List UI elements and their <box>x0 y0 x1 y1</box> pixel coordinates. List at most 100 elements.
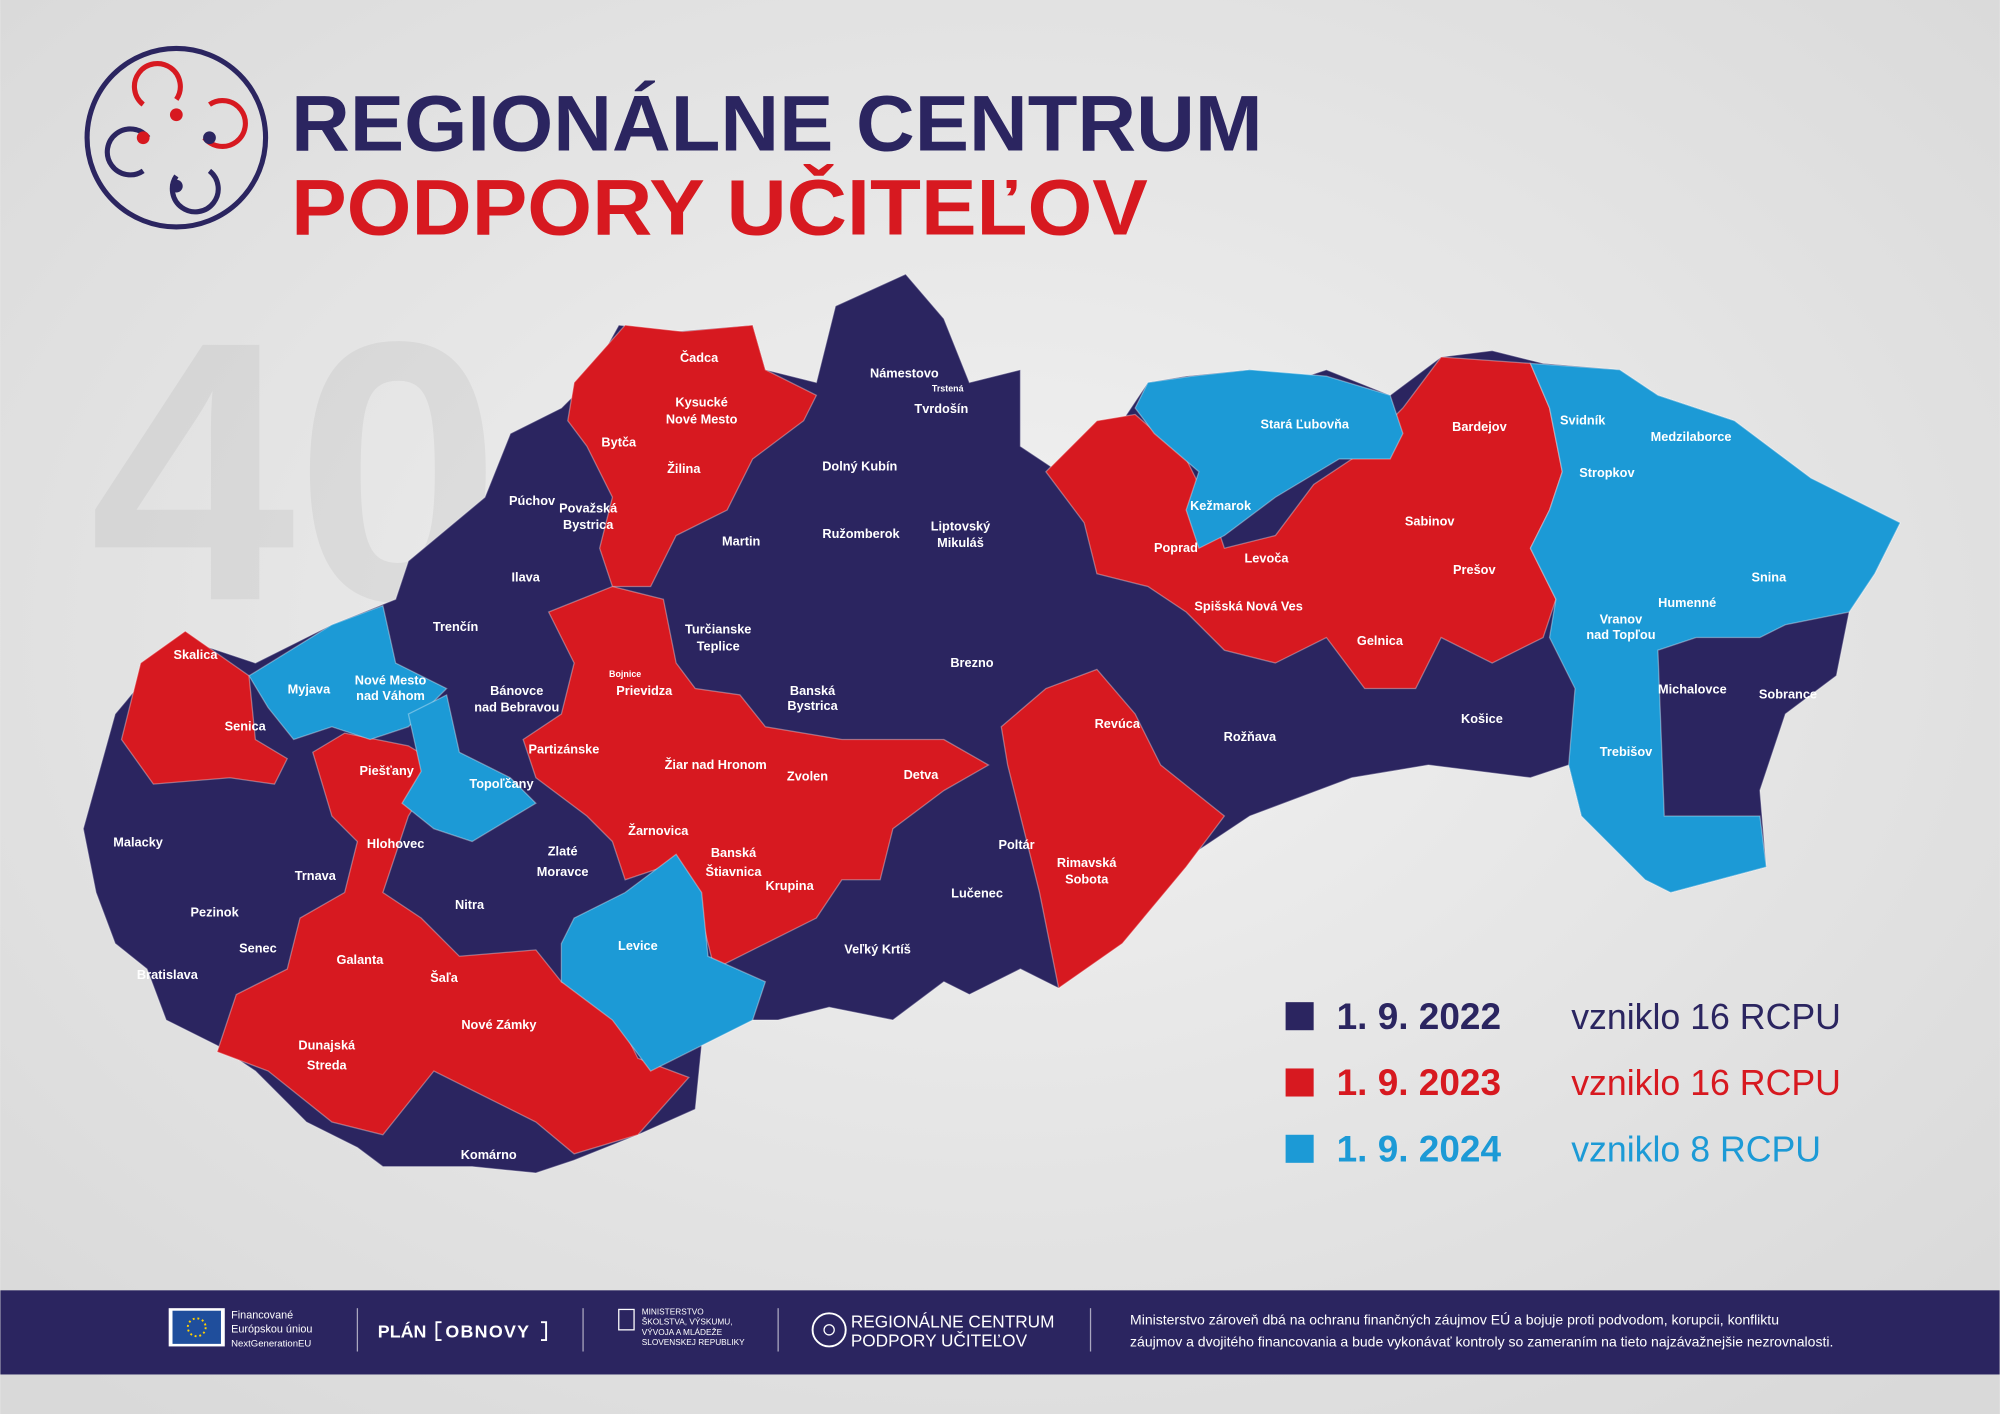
legend-text: vzniklo 8 RCPU <box>1571 1130 1821 1170</box>
district-label: Detva <box>904 767 940 782</box>
district-label: Liptovský <box>931 518 991 533</box>
district-label: Partizánske <box>529 742 600 757</box>
region-2024 <box>401 693 537 843</box>
legend-swatch <box>1285 1134 1314 1163</box>
district-label: Banská <box>790 683 836 698</box>
eu-text: Financované <box>231 1309 293 1321</box>
district-label: Trebišov <box>1600 744 1653 759</box>
district-label: Teplice <box>697 638 740 653</box>
district-label: Zvolen <box>787 768 828 783</box>
district-label: Levice <box>618 938 658 953</box>
district-label: Dolný Kubín <box>822 458 897 473</box>
district-label: Bratislava <box>137 967 199 982</box>
district-label: Pezinok <box>190 905 239 920</box>
district-label: Krupina <box>766 878 815 893</box>
district-label: Štiavnica <box>706 864 763 879</box>
region-2023 <box>120 630 289 785</box>
district-label: Levoča <box>1245 550 1290 565</box>
region-2024 <box>1529 362 1902 894</box>
rcpu-text: REGIONÁLNE CENTRUM <box>851 1311 1055 1331</box>
header-logo <box>84 45 269 230</box>
district-label: Ružomberok <box>822 526 900 541</box>
region-2023 <box>567 324 818 588</box>
district-label: Brezno <box>950 655 993 670</box>
district-label: Kysucké <box>675 395 727 410</box>
region-2023 <box>1000 668 1226 990</box>
district-label: Hlohovec <box>367 836 424 851</box>
district-label: Žiar nad Hronom <box>665 757 767 772</box>
district-label: Vranov <box>1600 611 1643 626</box>
legend-date: 1. 9. 2022 <box>1337 996 1501 1037</box>
district-label: Lučenec <box>951 886 1003 901</box>
plan-brackets <box>435 1321 548 1342</box>
district-label: Nové Zámky <box>461 1017 537 1032</box>
district-label: Námestovo <box>870 365 939 380</box>
district-label: Košice <box>1461 711 1503 726</box>
district-label: Poltár <box>999 837 1035 852</box>
district-label: Mikuláš <box>937 535 984 550</box>
region-2024 <box>560 853 767 1072</box>
ministry-text: ŠKOLSTVA, VÝSKUMU, <box>642 1317 733 1327</box>
district-label: Banská <box>711 845 757 860</box>
district-label: Myjava <box>288 682 331 697</box>
legend-swatch <box>1285 1002 1314 1031</box>
district-label: Medzilaborce <box>1651 429 1732 444</box>
eu-text: Európskou úniou <box>231 1323 312 1335</box>
district-label: Sobota <box>1065 872 1109 887</box>
district-label: Svidník <box>1560 413 1606 428</box>
district-label: Bojnice <box>609 669 641 679</box>
district-label: Senica <box>225 719 267 734</box>
district-label: Snina <box>1751 569 1787 584</box>
district-label: Nové Mesto <box>355 673 427 688</box>
region-2023 <box>216 732 690 1155</box>
ministry-text: VÝVOJA A MLÁDEŽE <box>642 1327 723 1337</box>
disclaimer: záujmov a dvojitého financovania a bude … <box>1130 1333 1833 1349</box>
district-label: Tvrdošín <box>914 401 968 416</box>
district-label: Považská <box>559 501 618 516</box>
district-label: nad Topľou <box>1586 627 1655 642</box>
legend-date: 1. 9. 2024 <box>1337 1129 1502 1170</box>
district-label: Stropkov <box>1579 465 1635 480</box>
district-label: Komárno <box>461 1147 517 1162</box>
district-label: Skalica <box>173 647 218 662</box>
legend-swatch <box>1285 1068 1314 1097</box>
district-label: Gelnica <box>1357 633 1404 648</box>
footer-logo-inner <box>823 1324 835 1336</box>
district-label: Piešťany <box>360 763 415 778</box>
district-label: Púchov <box>509 493 556 508</box>
district-label: Rožňava <box>1224 729 1277 744</box>
district-label: Ilava <box>512 569 541 584</box>
map <box>82 273 1902 1174</box>
district-label: Sabinov <box>1405 513 1456 528</box>
district-label: Trstená <box>932 383 964 393</box>
district-label: Šaľa <box>430 970 459 985</box>
district-label: Michalovce <box>1658 682 1727 697</box>
district-label: Trenčín <box>433 619 478 634</box>
district-label: Galanta <box>337 952 385 967</box>
region-2024 <box>248 604 448 741</box>
district-label: Stará Ľubovňa <box>1260 416 1349 431</box>
district-label: Poprad <box>1154 540 1198 555</box>
district-label: Kežmarok <box>1190 498 1252 513</box>
district-label: Spišská Nová Ves <box>1194 599 1302 614</box>
footer <box>356 1308 1092 1352</box>
district-label: Nitra <box>455 897 485 912</box>
legend: 1. 9. 2022 vzniklo 16 RCPU 1. 9. 2023 vznik… <box>1285 996 1841 1170</box>
district-label: Prešov <box>1453 562 1496 577</box>
legend-text: vzniklo 16 RCPU <box>1571 997 1841 1037</box>
title-line-1: REGIONÁLNE CENTRUM <box>291 78 1263 167</box>
eu-text: NextGenerationEU <box>231 1338 311 1349</box>
district-label: Senec <box>239 940 277 955</box>
district-label: nad Váhom <box>356 688 425 703</box>
plan-text: PLÁN <box>378 1320 427 1341</box>
eu-flag <box>172 1310 221 1344</box>
disclaimer: Ministerstvo zároveň dbá na ochranu fina… <box>1130 1312 1779 1328</box>
district-label: Prievidza <box>616 683 673 698</box>
ministry-text: SLOVENSKEJ REPUBLIKY <box>642 1338 745 1347</box>
district-label: nad Bebravou <box>474 699 559 714</box>
district-label: Rimavská <box>1057 855 1117 870</box>
footer-logo <box>811 1312 847 1348</box>
